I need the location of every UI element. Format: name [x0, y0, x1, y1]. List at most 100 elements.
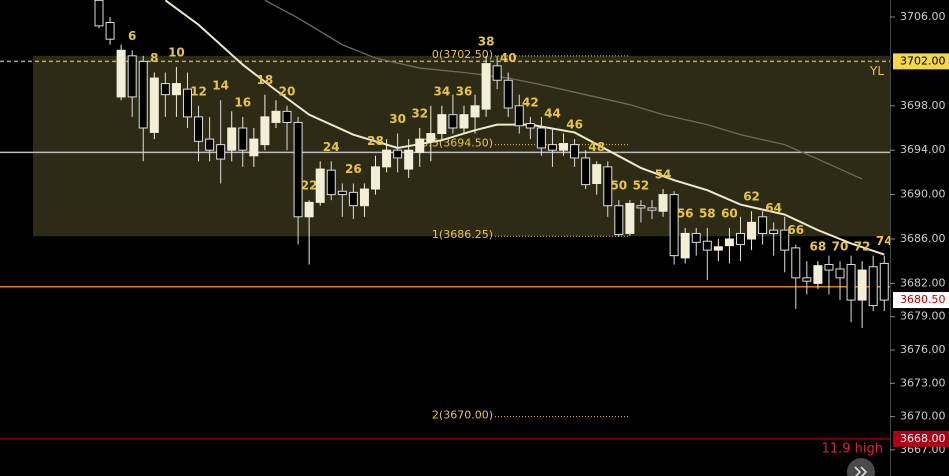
candle-body [857, 269, 867, 301]
y-tick-label: 3676.00 [900, 343, 946, 356]
bar-number: 40 [500, 51, 517, 65]
price-marker-label: 3680.50 [900, 293, 946, 306]
candle-body [382, 149, 392, 168]
bar-number: 56 [677, 206, 694, 220]
y-tick-label: 3679.00 [900, 310, 946, 323]
candle-body [437, 114, 447, 135]
y-tick-label: 3673.00 [900, 376, 946, 389]
candle-body [868, 266, 878, 307]
candle-body [603, 166, 613, 207]
moving-average [264, 0, 863, 180]
y-tick-label: 3670.00 [900, 410, 946, 423]
scroll-button[interactable] [847, 458, 875, 476]
candle-body [182, 88, 192, 118]
candle-body [802, 277, 812, 282]
candle-body [581, 157, 591, 186]
bar-number: 32 [411, 106, 428, 120]
candle-body [691, 232, 701, 243]
candle-body [271, 110, 281, 123]
price-axis [890, 0, 949, 476]
candle-body [724, 238, 734, 247]
fib-label: 2(3670.00) [432, 409, 493, 422]
candle-body [791, 247, 801, 279]
plot-area: YL0(3702.50)0.5(3694.50)1(3686.25)2(3670… [0, 0, 893, 440]
bar-number: 28 [367, 134, 384, 148]
candle-body [227, 127, 237, 151]
price-marker [893, 292, 949, 309]
bar-number: 70 [832, 240, 849, 254]
bar-number: 24 [323, 140, 340, 154]
candle-body [393, 149, 403, 159]
annotation: 11.9 high [822, 442, 883, 457]
y-tick-label: 3706.00 [900, 10, 946, 23]
candle-body [747, 221, 757, 240]
candle-body [470, 105, 480, 118]
y-tick-label: 3686.00 [900, 232, 946, 245]
candle-body [559, 143, 569, 151]
candle-body [171, 83, 181, 96]
axis-labels: 3706.00 3698.00 3694.00 3690.00 3686.00 3682.… [890, 10, 949, 456]
candle-body [536, 127, 546, 149]
bar-number: 68 [810, 240, 827, 254]
candle-body [780, 229, 790, 251]
bar-number: 34 [434, 84, 451, 98]
bar-number: 14 [212, 79, 229, 93]
bar-number: 74 [876, 234, 893, 248]
bar-number: 60 [721, 206, 738, 220]
candle-body [205, 138, 215, 151]
candle-body [404, 149, 414, 170]
candle-body [514, 105, 524, 127]
candle-body [105, 22, 115, 40]
candle-body [160, 83, 170, 96]
candle-body [415, 138, 425, 153]
candle-body [758, 216, 768, 234]
y-tick-label: 3690.00 [900, 188, 946, 201]
candle-body [481, 63, 491, 110]
bar-number: 26 [345, 162, 362, 176]
candle-body [824, 264, 834, 271]
candle-body [769, 229, 779, 234]
bar-number: 6 [128, 29, 136, 43]
candle-body [525, 123, 535, 129]
candle-body [249, 138, 259, 157]
candle-body [879, 262, 889, 301]
candle-body [194, 116, 204, 142]
candle-body [636, 205, 646, 209]
candle-body [116, 49, 126, 98]
bar-number: 20 [279, 84, 296, 98]
scroll-icon[interactable] [854, 466, 868, 476]
bar-number: 66 [787, 223, 804, 237]
candle-body [337, 190, 347, 196]
candle-body [625, 202, 635, 234]
bar-number: 52 [633, 179, 650, 193]
candle-body [94, 0, 104, 27]
bar-number: 18 [257, 73, 274, 87]
candle-body [547, 144, 557, 151]
candle-body [713, 246, 723, 251]
candle-body [448, 114, 458, 129]
price-marker-label: 3668.00 [900, 432, 946, 445]
bar-number: 38 [478, 34, 495, 48]
candle-body [570, 144, 580, 159]
bar-number: 64 [765, 201, 782, 215]
bar-number: 48 [588, 140, 605, 154]
candle-body [282, 110, 292, 123]
candle-body [426, 133, 436, 142]
candle-body [348, 191, 358, 207]
candle-body [371, 166, 380, 190]
bar-number: 44 [544, 106, 561, 120]
bar-number: 12 [190, 84, 207, 98]
candle-body [592, 164, 602, 184]
bar-number: 72 [854, 240, 871, 254]
bar-number: 58 [699, 206, 716, 220]
candle-body [127, 55, 137, 98]
candle-body [492, 65, 502, 81]
bar-number: 22 [301, 179, 318, 193]
bar-number: 10 [168, 45, 185, 59]
bar-number: 54 [655, 168, 672, 182]
candle-body [813, 265, 823, 284]
y-tick-label: 3682.00 [900, 276, 946, 289]
candle-body [138, 60, 148, 129]
